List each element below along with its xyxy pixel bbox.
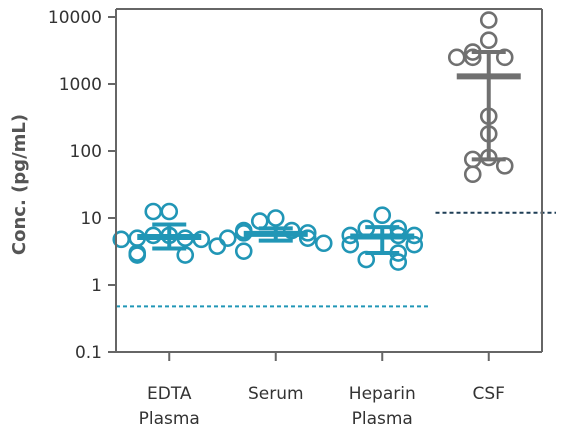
y-tick-label: 0.1 [75, 343, 102, 363]
series-group [112, 202, 227, 264]
y-tick-label: 1 [91, 276, 102, 296]
data-point [128, 246, 147, 264]
category-label: Plasma [139, 409, 200, 429]
y-tick-label: 10000 [48, 8, 102, 28]
y-axis-title: Conc. (pg/mL) [9, 114, 30, 255]
data-point [234, 242, 253, 260]
data-point [479, 11, 498, 29]
data-point [298, 229, 317, 247]
data-point [144, 202, 163, 221]
data-point [314, 234, 333, 253]
data-point [282, 221, 301, 240]
category-label: CSF [473, 384, 505, 404]
data-point [463, 165, 482, 184]
category-label: Plasma [352, 409, 413, 429]
category-labels: EDTA Plasma Serum Heparin Plasma CSF [139, 384, 505, 429]
data-point [208, 237, 227, 255]
data-point [479, 31, 498, 50]
y-tick-label: 1000 [59, 75, 102, 95]
data-point [373, 206, 392, 225]
y-tick-label: 10 [80, 209, 102, 229]
data-point [389, 253, 408, 271]
data-point [218, 229, 237, 247]
data-point [250, 212, 269, 230]
series-group [341, 206, 424, 271]
y-tick-labels: 10000 1000 100 10 1 0.1 [48, 8, 102, 363]
category-label: Serum [248, 384, 304, 404]
data-point [112, 230, 131, 249]
data-point [160, 202, 179, 221]
series-layer [112, 11, 521, 271]
reference-lines [116, 211, 556, 308]
series-group [218, 209, 333, 260]
y-tick-label: 100 [70, 142, 102, 162]
category-label: EDTA [147, 384, 192, 404]
data-point [266, 209, 285, 227]
category-label: Heparin [349, 384, 416, 404]
data-point [447, 48, 466, 67]
data-point [495, 48, 514, 67]
axes [108, 8, 543, 361]
series-group [447, 11, 521, 184]
